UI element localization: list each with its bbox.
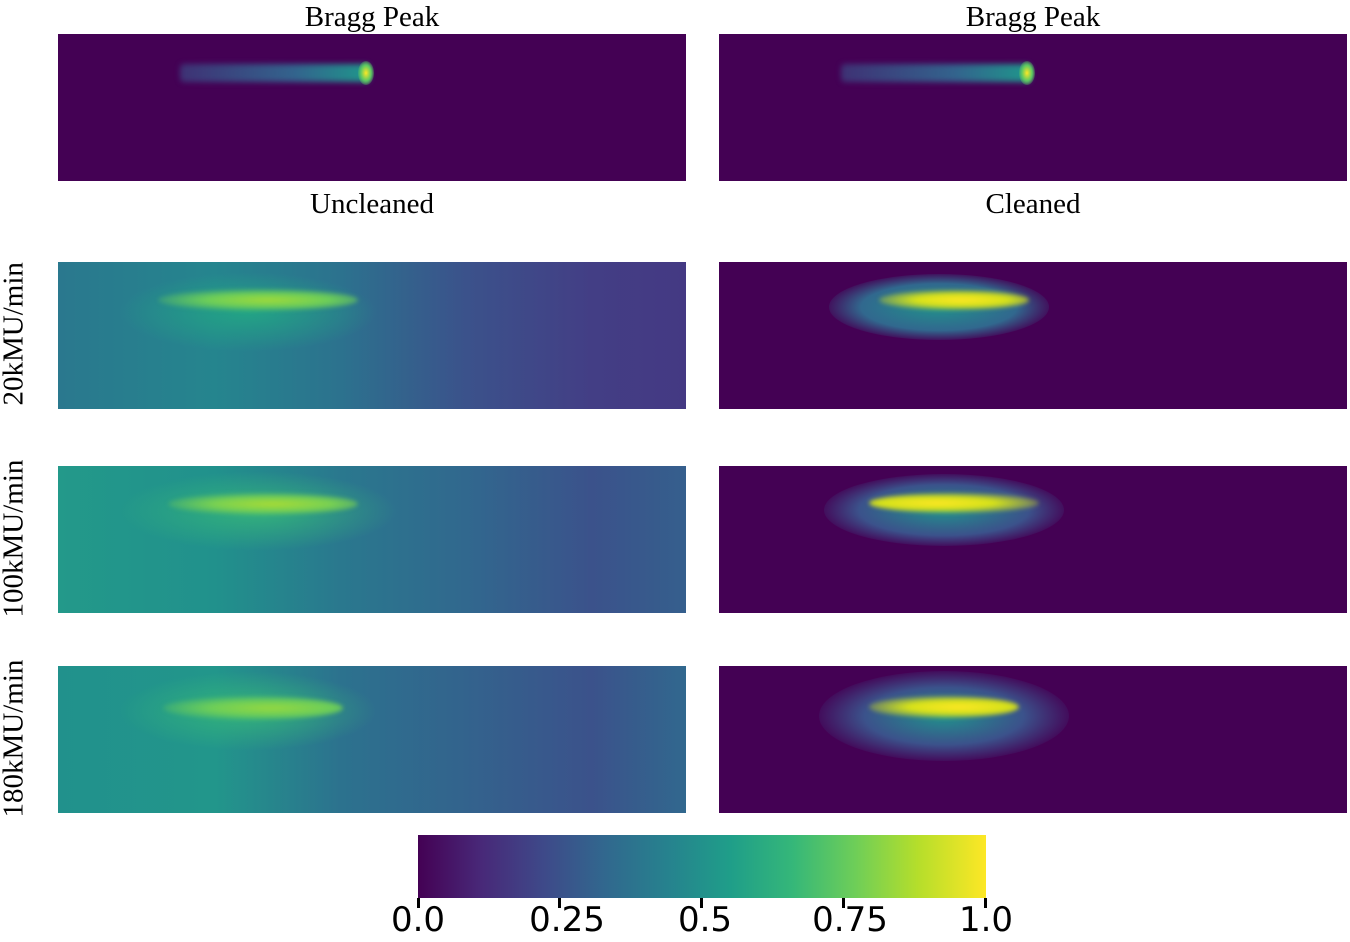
row-label-100k: 100kMU/min (0, 459, 30, 618)
colorbar-tick (417, 898, 420, 908)
colorbar-tick (558, 898, 561, 908)
dose-core (879, 290, 1029, 310)
bragg-peak-spot (358, 61, 374, 85)
dose-core (168, 493, 358, 515)
bragg-peak-title-left: Bragg Peak (304, 1, 440, 33)
colorbar-tick-label: 0.5 (677, 900, 733, 940)
dose-core (158, 289, 358, 311)
uncleaned-title: Uncleaned (310, 188, 434, 220)
cleaned-20k-panel (719, 262, 1347, 409)
dose-core (869, 696, 1019, 718)
colorbar (418, 835, 986, 898)
dose-glow (118, 272, 378, 352)
bragg-peak-panel-left (58, 34, 686, 181)
row-label-180k: 180kMU/min (0, 659, 30, 818)
colorbar-tick (700, 898, 703, 908)
bragg-peak-spot (1019, 61, 1035, 85)
dose-core (163, 696, 343, 720)
cleaned-180k-panel (719, 666, 1347, 813)
uncleaned-180k-panel (58, 666, 686, 813)
colorbar-tick (984, 898, 987, 908)
colorbar-tick-label: 0.0 (390, 900, 446, 940)
uncleaned-20k-panel (58, 262, 686, 409)
row-label-20k: 20kMU/min (0, 262, 30, 406)
beam-track (180, 64, 370, 82)
cleaned-title: Cleaned (985, 188, 1081, 220)
colorbar-tick (842, 898, 845, 908)
cleaned-100k-panel (719, 466, 1347, 613)
colorbar-tick-label: 1.0 (958, 900, 1014, 940)
dose-core (869, 493, 1039, 513)
colorbar-tick-label: 0.75 (812, 900, 888, 940)
uncleaned-100k-panel (58, 466, 686, 613)
bragg-peak-panel-right (719, 34, 1347, 181)
beam-track (841, 64, 1031, 82)
colorbar-tick-label: 0.25 (529, 900, 605, 940)
bragg-peak-title-right: Bragg Peak (965, 1, 1101, 33)
